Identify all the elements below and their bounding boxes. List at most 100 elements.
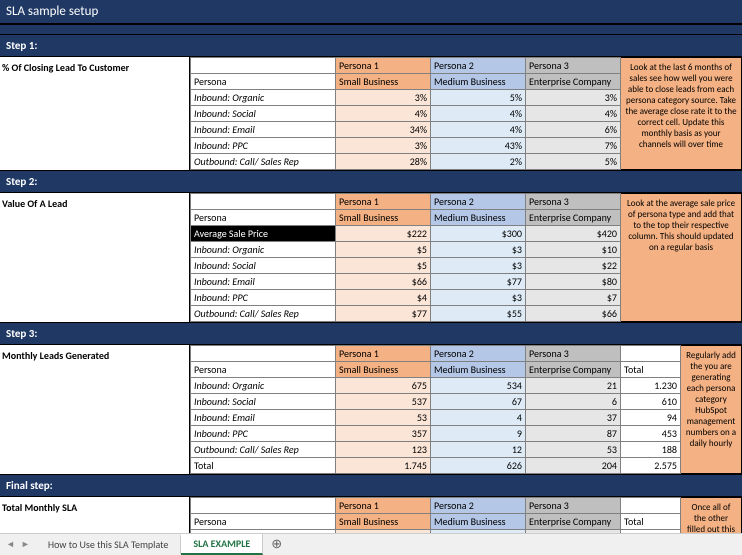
cell[interactable]: 34% <box>336 122 431 138</box>
cell[interactable]: 1.745 <box>336 458 431 474</box>
cell[interactable]: 675 <box>336 378 431 394</box>
step1-note: Look at the last 6 months of sales see h… <box>621 57 742 170</box>
cell[interactable]: 12 <box>431 442 526 458</box>
row-label: Inbound: Social <box>191 106 336 122</box>
cell[interactable]: 610 <box>621 394 681 410</box>
cell: Persona 2 <box>431 346 526 362</box>
cell[interactable]: Small Business <box>336 210 431 226</box>
cell[interactable]: $7 <box>526 290 621 306</box>
tab-howto[interactable]: How to Use this SLA Template <box>36 535 182 554</box>
row-label: Inbound: Organic <box>191 378 336 394</box>
cell[interactable]: 94 <box>621 410 681 426</box>
cell[interactable]: 5% <box>526 154 621 170</box>
cell[interactable]: $222 <box>336 226 431 242</box>
cell[interactable]: $300 <box>431 226 526 242</box>
tab-nav-prev[interactable]: ◄ <box>6 539 15 550</box>
cell[interactable]: $420 <box>526 226 621 242</box>
cell[interactable]: 7% <box>526 138 621 154</box>
cell[interactable]: Medium Business <box>431 514 526 530</box>
cell[interactable]: Enterprise Company <box>526 74 621 90</box>
cell[interactable]: 4 <box>431 410 526 426</box>
cell[interactable]: $3 <box>431 290 526 306</box>
cell[interactable]: 87 <box>526 426 621 442</box>
cell[interactable]: 43% <box>431 138 526 154</box>
cell[interactable]: 6% <box>526 122 621 138</box>
cell[interactable]: 9 <box>431 426 526 442</box>
cell[interactable]: Medium Business <box>431 74 526 90</box>
cell[interactable]: 5% <box>431 90 526 106</box>
cell: Persona 2 <box>431 498 526 514</box>
cell[interactable]: $3 <box>431 258 526 274</box>
cell[interactable]: 123 <box>336 442 431 458</box>
cell[interactable]: $55 <box>431 306 526 322</box>
step1-header: Step 1: <box>0 34 742 57</box>
cell[interactable]: 626 <box>431 458 526 474</box>
add-sheet-button[interactable]: ⊕ <box>263 537 290 552</box>
step2-table[interactable]: Persona 1 Persona 2 Persona 3 Persona Sm… <box>190 193 621 322</box>
cell[interactable]: $22 <box>526 258 621 274</box>
cell[interactable]: 4% <box>336 106 431 122</box>
row-label: Inbound: Organic <box>191 90 336 106</box>
cell[interactable]: 6 <box>526 394 621 410</box>
cell[interactable]: 2% <box>431 154 526 170</box>
cell[interactable]: 357 <box>336 426 431 442</box>
step3-note: Regularly add the you are generating eac… <box>681 345 742 474</box>
cell[interactable]: Enterprise Company <box>526 514 621 530</box>
cell[interactable]: Small Business <box>336 514 431 530</box>
cell[interactable]: Medium Business <box>431 210 526 226</box>
total-hdr: Total <box>621 362 681 378</box>
row-label: Inbound: PPC <box>191 138 336 154</box>
cell[interactable]: $5 <box>336 242 431 258</box>
page-title: SLA sample setup <box>0 0 742 24</box>
cell[interactable]: 4% <box>526 106 621 122</box>
tab-nav-next[interactable]: ► <box>21 539 30 550</box>
cell[interactable]: 3% <box>336 90 431 106</box>
cell: Persona 1 <box>336 498 431 514</box>
cell[interactable]: Enterprise Company <box>526 210 621 226</box>
cell[interactable]: 4% <box>431 106 526 122</box>
cell[interactable]: $5 <box>336 258 431 274</box>
cell[interactable]: 453 <box>621 426 681 442</box>
cell[interactable]: Medium Business <box>431 362 526 378</box>
cell[interactable]: 37 <box>526 410 621 426</box>
cell[interactable]: 537 <box>336 394 431 410</box>
cell: Persona 3 <box>526 498 621 514</box>
cell[interactable]: $77 <box>431 274 526 290</box>
cell[interactable]: $66 <box>526 306 621 322</box>
cell[interactable]: $80 <box>526 274 621 290</box>
cell[interactable]: 67 <box>431 394 526 410</box>
cell[interactable]: Small Business <box>336 74 431 90</box>
cell[interactable]: 534 <box>431 378 526 394</box>
cell[interactable]: $10 <box>526 242 621 258</box>
persona3-hdr: Persona 3 <box>526 58 621 74</box>
step1-table[interactable]: Persona 1 Persona 2 Persona 3 Persona Sm… <box>190 57 621 170</box>
sheet-tab-strip: ◄ ► How to Use this SLA Template SLA EXA… <box>0 533 742 555</box>
cell[interactable]: 4% <box>431 122 526 138</box>
cell[interactable]: 204 <box>526 458 621 474</box>
cell[interactable]: $4 <box>336 290 431 306</box>
cell[interactable]: Enterprise Company <box>526 362 621 378</box>
row-label: Outbound: Call/ Sales Rep <box>191 442 336 458</box>
cell[interactable]: 188 <box>621 442 681 458</box>
persona1-hdr: Persona 1 <box>336 58 431 74</box>
step3-table[interactable]: Persona 1 Persona 2 Persona 3 Persona Sm… <box>190 345 681 474</box>
cell[interactable]: 53 <box>526 442 621 458</box>
cell[interactable]: 53 <box>336 410 431 426</box>
cell[interactable]: $3 <box>431 242 526 258</box>
cell[interactable]: 2.575 <box>621 458 681 474</box>
cell[interactable]: 3% <box>336 138 431 154</box>
row-label: Inbound: Email <box>191 410 336 426</box>
cell[interactable]: Small Business <box>336 362 431 378</box>
row-total: Total <box>191 458 336 474</box>
cell[interactable]: 1.230 <box>621 378 681 394</box>
cell: Persona 1 <box>336 194 431 210</box>
tab-sla-example[interactable]: SLA EXAMPLE <box>181 534 263 555</box>
cell[interactable]: $77 <box>336 306 431 322</box>
cell[interactable]: 21 <box>526 378 621 394</box>
cell[interactable]: $66 <box>336 274 431 290</box>
final-header: Final step: <box>0 474 742 497</box>
cell[interactable]: 28% <box>336 154 431 170</box>
cell[interactable]: 3% <box>526 90 621 106</box>
row-label: Inbound: PPC <box>191 290 336 306</box>
cell: Persona 1 <box>336 346 431 362</box>
